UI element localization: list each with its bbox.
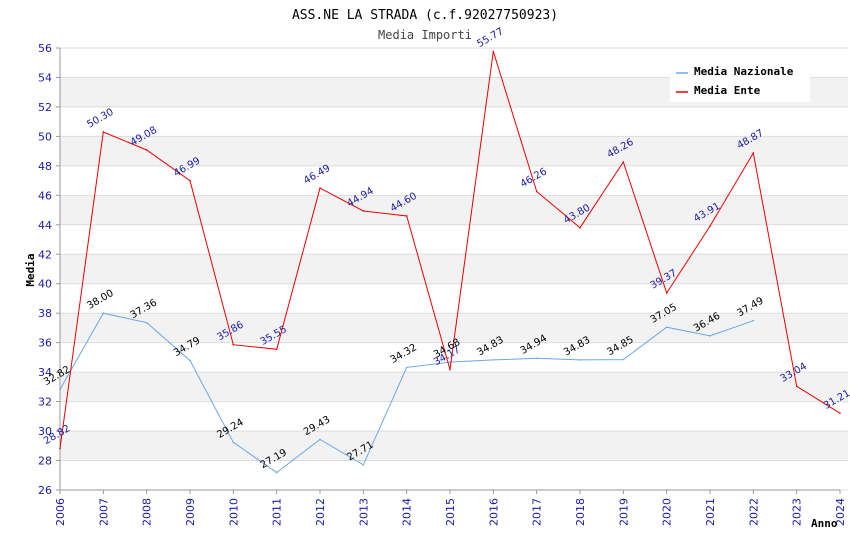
x-tick-label: 2022 [747,498,760,526]
x-tick-label: 2009 [184,498,197,526]
data-point [492,50,495,53]
x-tick-label: 2013 [357,498,370,526]
data-point [405,215,408,217]
data-point [579,359,581,361]
data-point [319,438,321,441]
chart-title: ASS.NE LA STRADA (c.f.92027750923) [292,8,558,23]
chart-subtitle: Media Importi [378,28,472,42]
data-point [622,161,625,163]
y-tick-label: 30 [38,425,52,438]
y-tick-label: 46 [38,189,52,202]
data-point [449,361,451,363]
y-tick-label: 40 [38,278,52,291]
x-tick-label: 2019 [617,498,630,526]
data-point [622,358,625,361]
data-point [709,225,711,227]
data-point [449,368,451,371]
y-tick-label: 32 [38,396,52,409]
y-tick-label: 36 [38,337,52,350]
y-tick-label: 38 [38,307,52,320]
y-tick-label: 52 [38,101,52,114]
data-point [535,190,538,193]
x-tick-label: 2015 [444,498,457,526]
data-point [492,359,495,361]
data-point [59,388,61,391]
data-point [319,187,321,189]
data-point [232,441,235,444]
data-point [405,366,408,369]
x-tick-label: 2011 [271,498,284,526]
legend-label-media-ente: Media Ente [694,84,761,97]
data-point [665,292,668,294]
legend-box [670,60,810,102]
grid-band [60,195,848,225]
y-axis-label: Media [24,253,37,286]
x-tick-label: 2018 [574,498,587,526]
y-tick-labels: 26 28 30 32 34 36 38 40 42 44 46 48 50 52 54 56 [38,42,52,497]
data-point [362,210,365,212]
data-label: 50.30 [85,107,115,131]
data-point [102,131,105,133]
x-tick-label: 2021 [704,498,717,526]
x-axis-label: Anno [811,517,838,530]
x-tick-label: 2014 [401,498,414,526]
data-point [145,321,148,324]
data-point [362,464,365,466]
x-tick-label: 2023 [791,498,804,526]
x-tick-label: 2024 [834,498,847,526]
data-point [232,343,235,346]
data-point [275,471,278,474]
y-tick-label: 54 [38,71,52,84]
x-tick-label: 2016 [487,498,500,526]
data-label: 34.32 [389,342,419,366]
y-tick-label: 44 [38,219,52,232]
grid-band [60,136,848,166]
data-label: 38.00 [85,288,115,312]
grid-band [60,372,848,402]
x-tick-label: 2020 [661,498,674,526]
series-lines [59,50,841,474]
legend: Media Nazionale Media Ente [670,60,810,102]
x-tick-labels: 2006 2007 2008 2009 2010 2011 2012 2013 2014 2015… [54,498,847,526]
data-point [189,179,191,182]
data-point [752,152,755,154]
data-label: 55.77 [475,26,505,50]
data-label: 46.26 [519,166,549,190]
legend-label-media-nazionale: Media Nazionale [694,65,794,78]
data-point [579,226,581,229]
x-tick-label: 2017 [531,498,544,526]
y-tick-label: 28 [38,455,52,468]
data-label: 46.49 [302,163,332,187]
data-point [839,412,841,415]
data-point [102,312,105,315]
data-point [752,319,755,322]
x-tick-label: 2010 [227,498,240,526]
grid-band [60,254,848,284]
data-point [795,385,798,388]
y-tick-label: 26 [38,484,52,497]
y-tick-label: 48 [38,160,52,173]
y-tick-label: 56 [38,42,52,55]
x-tick-label: 2012 [314,498,327,526]
x-tick-label: 2008 [141,498,154,526]
data-point [275,348,278,351]
grid-bands [60,77,848,461]
y-tick-label: 42 [38,248,52,261]
grid-band [60,431,848,461]
x-tick-label: 2007 [97,498,110,526]
grid-lines [56,47,848,494]
data-point [665,326,668,328]
data-point [189,359,191,362]
data-point [535,357,538,360]
y-tick-label: 34 [38,366,52,379]
x-tick-label: 2006 [54,498,67,526]
data-point [59,447,61,450]
data-point [709,335,711,337]
y-tick-label: 50 [38,130,52,143]
data-point [145,149,148,151]
